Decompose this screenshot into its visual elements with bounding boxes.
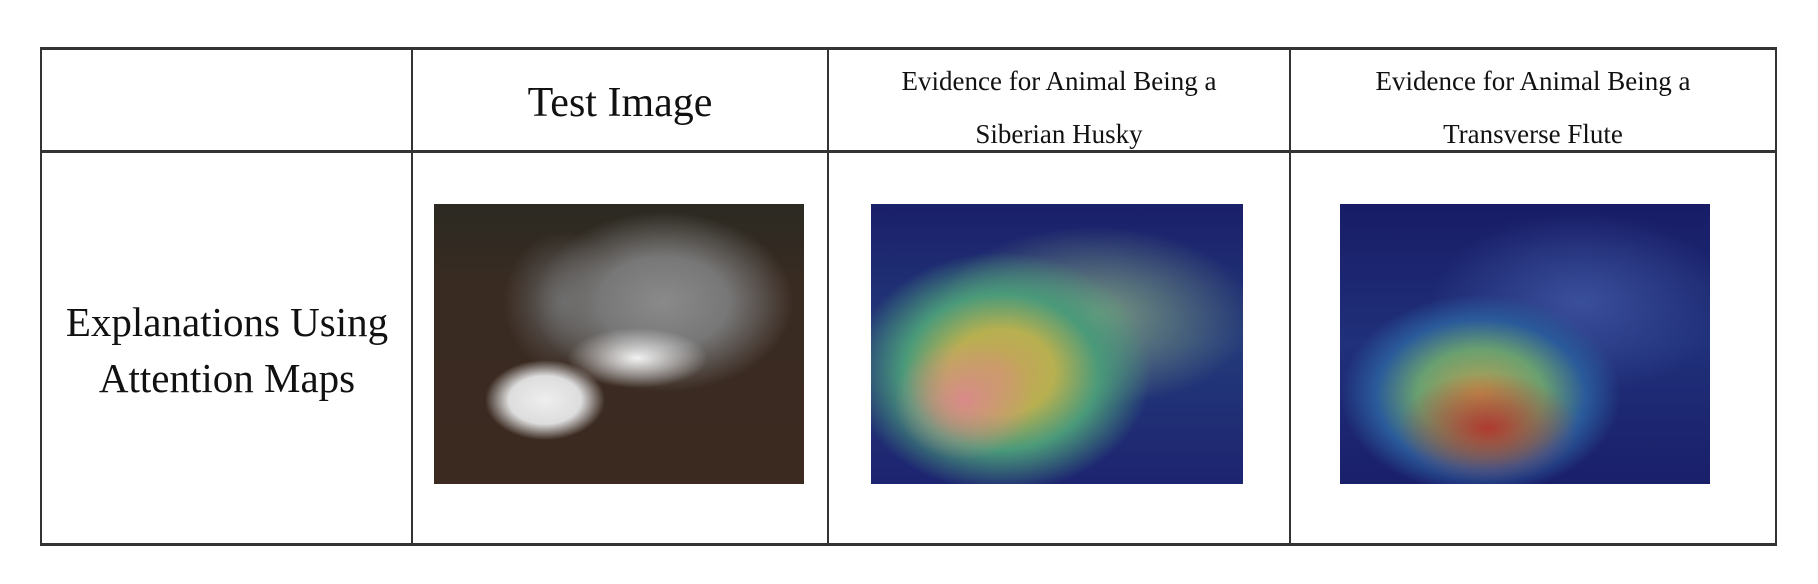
flute-attention-map-image — [1340, 204, 1710, 484]
husky-attention-map-image — [871, 204, 1243, 484]
header-flute-line1: Evidence for Animal Being a — [1375, 66, 1691, 96]
header-flute-line2: Transverse Flute — [1443, 119, 1623, 149]
header-husky-line2: Siberian Husky — [975, 119, 1143, 149]
row-label-line1: Explanations Using — [65, 299, 389, 345]
header-row-divider — [41, 150, 1777, 153]
table-top-border — [41, 47, 1777, 50]
header-husky-line1: Evidence for Animal Being a — [901, 66, 1217, 96]
table-left-border — [40, 47, 42, 546]
husky-test-image — [434, 204, 804, 484]
table-bottom-border — [41, 543, 1777, 546]
column-divider — [827, 47, 829, 546]
row-label-line2: Attention Maps — [98, 355, 356, 401]
table-right-border — [1775, 47, 1777, 546]
column-divider — [1289, 47, 1291, 546]
header-test-image: Test Image — [527, 80, 713, 126]
column-divider — [411, 47, 413, 546]
